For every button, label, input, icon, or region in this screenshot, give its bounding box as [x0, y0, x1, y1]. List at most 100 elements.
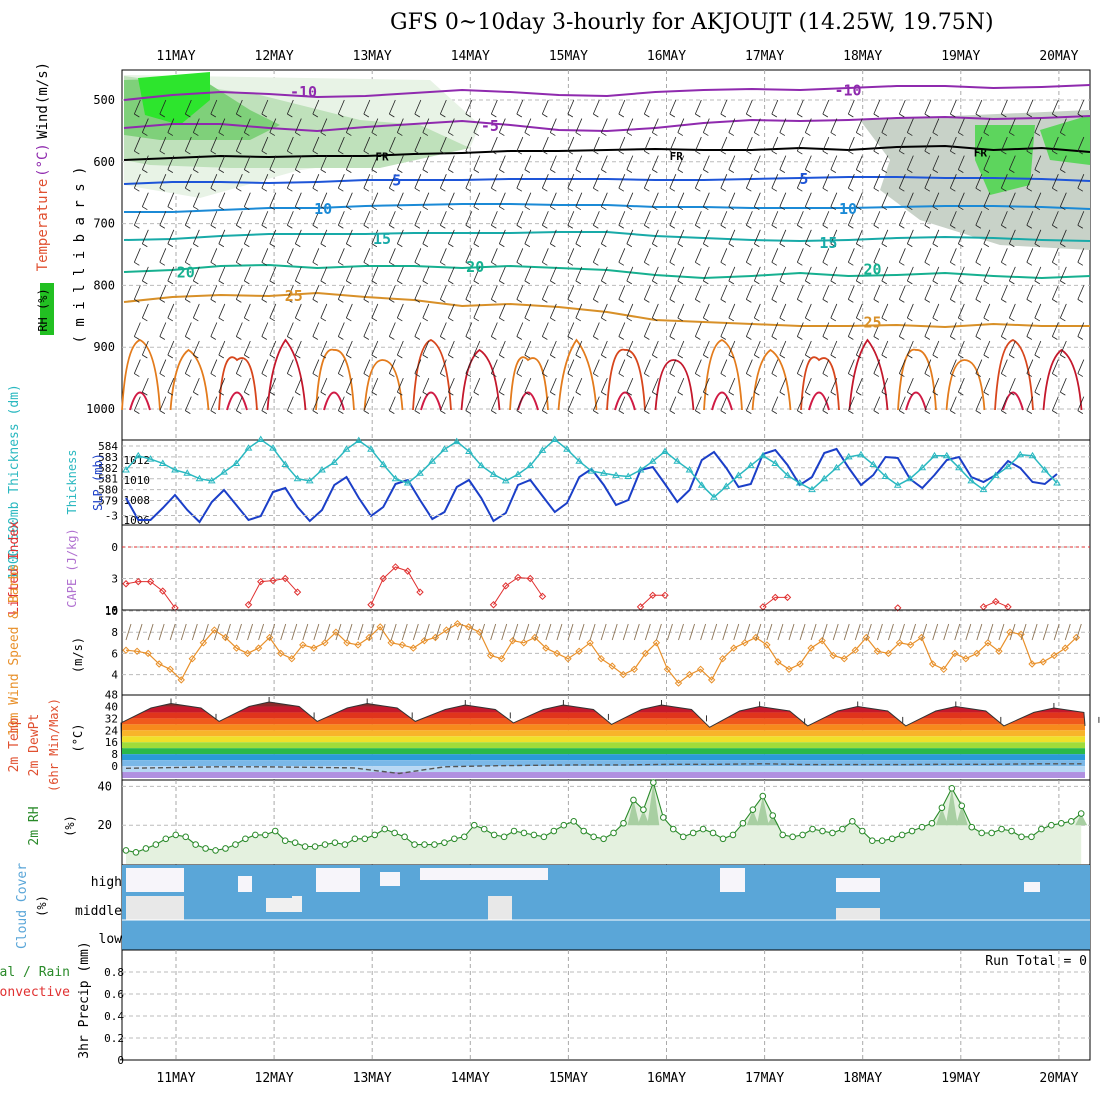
barb-flag — [473, 354, 480, 359]
lifted-index-point — [391, 563, 400, 571]
wind-barb — [847, 136, 855, 155]
barb-staff — [498, 266, 506, 282]
wind-barb — [881, 192, 889, 211]
barb-staff — [1034, 266, 1042, 282]
wind-barb — [957, 118, 965, 136]
barb-flag — [1009, 169, 1015, 173]
wind-barb — [345, 340, 353, 359]
precip-convective-label: Convective — [0, 985, 70, 1000]
barb-flag — [950, 187, 956, 192]
wind-barb — [243, 377, 251, 396]
barb-staff — [422, 266, 430, 282]
barb-flag — [363, 187, 370, 192]
wind-barb — [498, 377, 506, 396]
barb-flag — [1009, 280, 1015, 285]
wind-barb — [847, 285, 855, 303]
rh-peak — [935, 807, 948, 826]
wind-speed-point — [1050, 651, 1058, 660]
wind-barb — [788, 623, 795, 641]
temperature-axis-label: 2m Temp — [7, 717, 22, 772]
wind-barb — [1008, 155, 1016, 173]
barb-flag — [218, 391, 225, 396]
barb-flag — [465, 224, 472, 229]
barb-staff — [1034, 303, 1042, 319]
barb-flag — [210, 261, 217, 266]
barb-staff — [422, 377, 430, 393]
wind-barb — [202, 623, 209, 641]
wind-barb — [1077, 248, 1085, 266]
temperature-tick: 0 — [111, 760, 118, 773]
wind-barb — [286, 359, 294, 377]
wind-unit-label: (m/s) — [35, 62, 51, 104]
wind10-unit-label: (m/s) — [71, 637, 85, 673]
lifted-index-point — [894, 604, 902, 612]
wind-barb — [567, 322, 575, 340]
barb-flag — [440, 113, 446, 118]
wind-barb — [745, 285, 753, 303]
barb-flag — [440, 224, 446, 229]
rh-point — [650, 779, 657, 786]
barb-flag — [907, 132, 913, 136]
barb-flag — [312, 224, 319, 229]
barb-staff — [830, 303, 838, 319]
barb-staff — [133, 248, 141, 263]
barb-staff — [133, 396, 141, 411]
barb-flag — [491, 261, 497, 266]
barb-flag — [1077, 113, 1084, 118]
wind-barb — [822, 359, 830, 377]
barb-staff — [575, 192, 583, 207]
barb-staff — [702, 303, 710, 319]
barb-staff — [141, 303, 149, 319]
barb-flag — [473, 243, 480, 248]
barb-flag — [142, 243, 148, 248]
thickness-point — [183, 469, 192, 476]
barb-staff — [804, 118, 812, 133]
barb-flag — [677, 132, 684, 136]
wind-barb — [1009, 623, 1016, 641]
barb-flag — [167, 317, 174, 322]
wind-barb — [702, 340, 710, 359]
barb-flag — [185, 187, 191, 192]
barb-staff — [881, 118, 889, 133]
minmax-axis-label: (6hr Min/Max) — [47, 698, 61, 792]
barb-flag — [873, 299, 880, 303]
wind-barb — [396, 155, 404, 173]
wind-barb — [345, 118, 353, 136]
barb-flag — [873, 150, 880, 155]
barb-flag — [720, 113, 727, 118]
barb-flag — [983, 354, 990, 359]
wind-barb — [243, 155, 251, 173]
barb-flag — [797, 187, 803, 192]
barb-staff — [626, 377, 634, 393]
barb-flag — [312, 113, 319, 118]
barb-staff — [371, 340, 379, 356]
barb-flag — [822, 299, 829, 303]
thickness-point — [746, 461, 755, 469]
wind-barb — [169, 623, 176, 641]
barb-staff — [822, 396, 830, 411]
barb-staff — [881, 192, 889, 207]
barb-flag — [669, 187, 676, 192]
barb-flag — [236, 150, 242, 155]
barb-staff — [541, 359, 549, 374]
barb-staff — [337, 211, 345, 226]
date-label-top: 19MAY — [941, 49, 980, 64]
barb-staff — [210, 359, 218, 374]
wind-barb — [873, 396, 881, 414]
barb-flag — [397, 243, 403, 248]
barb-staff — [184, 396, 192, 411]
barb-flag — [958, 243, 964, 248]
barb-staff — [651, 118, 659, 133]
barb-staff — [873, 285, 881, 300]
barb-flag — [848, 336, 854, 340]
wind-barb — [626, 192, 634, 211]
barb-staff — [422, 340, 430, 356]
barb-staff — [957, 118, 965, 133]
barb-flag — [830, 391, 837, 396]
wind-barb — [320, 155, 328, 173]
lifted-index-point — [526, 574, 534, 583]
rh-point — [789, 833, 796, 841]
barb-flag — [1052, 113, 1058, 118]
barb-staff — [422, 155, 430, 170]
barb-flag — [414, 224, 421, 229]
